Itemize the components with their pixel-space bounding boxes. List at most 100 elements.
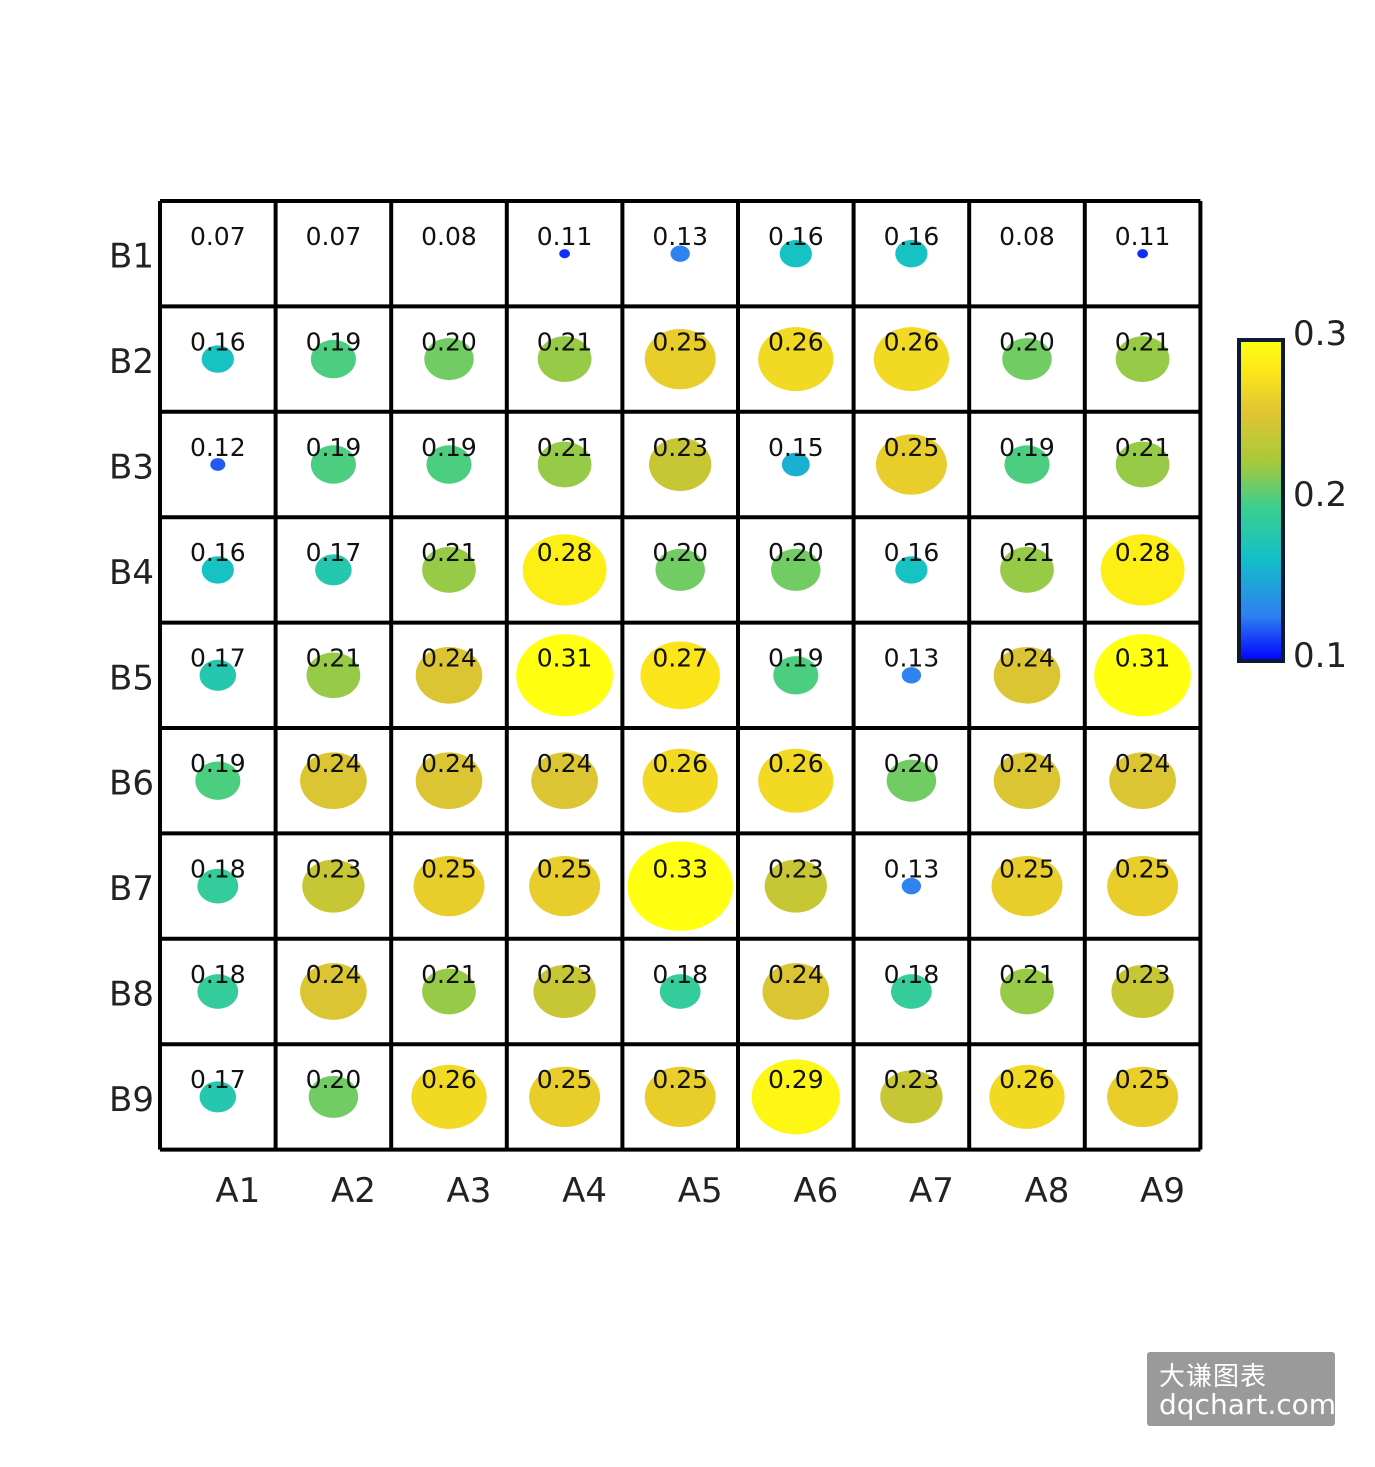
- x-tick-label: A5: [678, 1171, 723, 1211]
- value-label: 0.19: [768, 644, 824, 673]
- bubble-B4-A2: [315, 554, 352, 586]
- bubble-B3-A5: [649, 438, 712, 491]
- value-label: 0.19: [306, 327, 362, 356]
- value-label: 0.13: [652, 222, 708, 251]
- bubble-B6-A1: [195, 761, 241, 800]
- value-label: 0.31: [1115, 644, 1171, 673]
- colorbar-tick-mid: 0.2: [1293, 475, 1347, 515]
- grid-lines: [158, 199, 1203, 1152]
- value-label: 0.20: [306, 1065, 362, 1094]
- bubble-B2-A8: [1002, 338, 1052, 381]
- bubble-B9-A6: [751, 1059, 840, 1135]
- bubble-B5-A2: [306, 652, 361, 699]
- x-tick-label: A8: [1025, 1171, 1070, 1211]
- value-label: 0.21: [1115, 327, 1171, 356]
- value-label: 0.26: [999, 1065, 1055, 1094]
- value-label: 0.16: [190, 327, 246, 356]
- value-label: 0.26: [768, 749, 824, 778]
- bubble-B9-A5: [644, 1066, 716, 1128]
- bubble-B4-A7: [895, 556, 928, 584]
- bubble-B1-A6: [779, 239, 812, 268]
- value-label: 0.24: [999, 749, 1055, 778]
- value-label: 0.19: [190, 749, 246, 778]
- bubble-B6-A9: [1109, 752, 1176, 810]
- bubble-B4-A6: [771, 548, 821, 591]
- bubble-B6-A5: [642, 748, 718, 813]
- colorbar-gradient: [1237, 338, 1285, 663]
- value-label: 0.17: [190, 1065, 246, 1094]
- bubble-B8-A7: [890, 974, 932, 1009]
- value-label: 0.25: [652, 327, 708, 356]
- value-label: 0.23: [652, 433, 708, 462]
- value-label: 0.08: [999, 222, 1055, 251]
- bubble-B3-A4: [537, 441, 592, 488]
- value-label: 0.25: [999, 854, 1055, 883]
- value-label: 0.20: [421, 327, 477, 356]
- bubble-B5-A1: [199, 659, 237, 691]
- value-label: 0.25: [421, 854, 477, 883]
- y-tick-label: B2: [109, 342, 154, 382]
- value-label: 0.18: [190, 854, 246, 883]
- value-label: 0.25: [1115, 1065, 1171, 1094]
- bubble-B3-A2: [310, 445, 356, 484]
- bubble-B9-A9: [1107, 1066, 1179, 1128]
- bubble-B3-A1: [210, 458, 226, 471]
- value-label: 0.23: [306, 854, 362, 883]
- bubble-B5-A7: [901, 667, 922, 684]
- value-label: 0.23: [768, 854, 824, 883]
- value-label: 0.16: [884, 538, 940, 567]
- value-label: 0.24: [768, 960, 824, 989]
- value-label: 0.25: [652, 1065, 708, 1094]
- bubble-B5-A8: [993, 646, 1061, 704]
- bubble-B9-A2: [308, 1075, 359, 1118]
- bubbles-layer: [195, 239, 1191, 1135]
- value-label: 0.20: [652, 538, 708, 567]
- value-label: 0.08: [421, 222, 477, 251]
- x-tick-label: A4: [562, 1171, 607, 1211]
- value-label: 0.16: [190, 538, 246, 567]
- y-tick-label: B7: [109, 869, 154, 909]
- bubble-B6-A7: [886, 759, 937, 802]
- value-label: 0.21: [421, 538, 477, 567]
- value-label: 0.21: [1115, 433, 1171, 462]
- bubble-B3-A7: [875, 434, 947, 495]
- value-label: 0.29: [768, 1065, 824, 1094]
- colorbar: 0.3 0.2 0.1: [1237, 314, 1347, 676]
- bubble-B8-A3: [422, 968, 476, 1015]
- value-label: 0.20: [999, 327, 1055, 356]
- value-label: 0.12: [190, 433, 246, 462]
- bubble-B2-A5: [644, 328, 716, 390]
- y-tick-label: B3: [109, 448, 154, 488]
- bubble-B3-A3: [426, 445, 472, 484]
- value-label: 0.21: [421, 960, 477, 989]
- bubble-B8-A1: [197, 974, 239, 1009]
- bubble-B7-A2: [302, 859, 365, 913]
- watermark-title: 大谦图表: [1159, 1362, 1268, 1392]
- y-tick-label: B4: [109, 553, 154, 593]
- value-label: 0.24: [421, 749, 477, 778]
- value-label: 0.16: [884, 222, 940, 251]
- value-label: 0.18: [884, 960, 940, 989]
- value-label: 0.21: [999, 538, 1055, 567]
- value-label: 0.13: [884, 644, 940, 673]
- x-tick-label: A9: [1140, 1171, 1185, 1211]
- x-tick-label: A6: [793, 1171, 838, 1211]
- bubble-B3-A9: [1115, 441, 1170, 488]
- value-label: 0.28: [537, 538, 593, 567]
- bubble-B2-A2: [310, 339, 356, 379]
- bubble-B8-A4: [533, 965, 596, 1018]
- value-label: 0.17: [306, 538, 362, 567]
- x-tick-label: A2: [331, 1171, 376, 1211]
- bubble-B6-A8: [993, 752, 1061, 810]
- bubble-B7-A9: [1107, 855, 1179, 917]
- colorbar-tick-top: 0.3: [1293, 314, 1347, 354]
- y-tick-label: B9: [109, 1080, 154, 1120]
- value-label: 0.20: [884, 749, 940, 778]
- bubble-B2-A1: [201, 345, 234, 373]
- bubble-B8-A8: [1000, 968, 1054, 1015]
- value-label: 0.26: [652, 749, 708, 778]
- bubble-B5-A3: [415, 646, 483, 704]
- value-label: 0.23: [1115, 960, 1171, 989]
- value-label: 0.23: [537, 960, 593, 989]
